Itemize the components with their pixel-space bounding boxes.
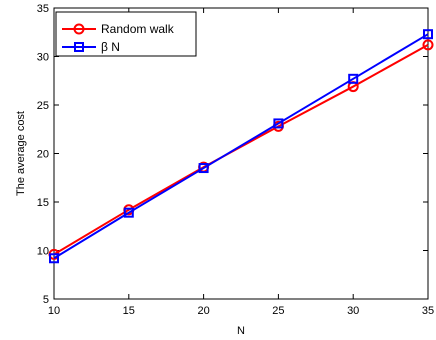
legend-marker-random-walk: [73, 23, 85, 35]
y-tick-label: 10: [37, 246, 49, 258]
data-point-beta-n: [348, 73, 359, 84]
y-tick-label: 35: [37, 3, 49, 15]
data-point-beta-n: [423, 29, 433, 40]
data-point-beta-n: [198, 163, 209, 174]
legend-label-beta-n: β N: [101, 40, 120, 54]
data-point-beta-n: [273, 118, 284, 129]
data-point-beta-n: [123, 207, 134, 218]
y-tick-label: 5: [43, 294, 49, 306]
x-tick-label: 30: [347, 305, 359, 317]
data-point-random-walk: [422, 39, 434, 51]
legend: Random walk β N: [55, 11, 197, 57]
y-axis-title: The average cost: [15, 111, 27, 196]
data-series: [48, 29, 434, 264]
x-axis-title: N: [237, 325, 245, 337]
x-tick-label: 10: [48, 305, 60, 317]
x-tick-label: 15: [123, 305, 135, 317]
y-tick-label: 15: [37, 197, 49, 209]
legend-item-beta-n: β N: [62, 40, 120, 54]
x-tick-label: 35: [422, 305, 434, 317]
series-line-beta-n: [53, 33, 429, 260]
y-tick-label: 20: [37, 149, 49, 161]
legend-label-random-walk: Random walk: [101, 22, 175, 36]
legend-item-random-walk: Random walk: [62, 22, 175, 36]
y-tick-label: 30: [37, 52, 49, 64]
legend-marker-beta-n: [74, 42, 84, 52]
x-tick-label: 20: [197, 305, 209, 317]
y-tick-label: 25: [37, 100, 49, 112]
x-tick-label: 25: [272, 305, 284, 317]
data-point-beta-n: [49, 253, 59, 264]
